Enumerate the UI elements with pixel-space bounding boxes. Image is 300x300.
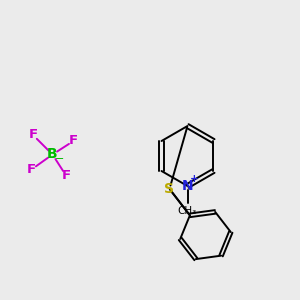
Text: −: − (55, 154, 65, 164)
Text: B: B (47, 148, 58, 161)
Text: F: F (28, 128, 38, 142)
Text: N: N (182, 179, 193, 193)
Text: CH₃: CH₃ (178, 206, 197, 215)
Text: S: S (164, 182, 175, 196)
Text: +: + (190, 174, 199, 184)
Text: F: F (27, 163, 36, 176)
Text: F: F (69, 134, 78, 148)
Text: F: F (61, 169, 70, 182)
